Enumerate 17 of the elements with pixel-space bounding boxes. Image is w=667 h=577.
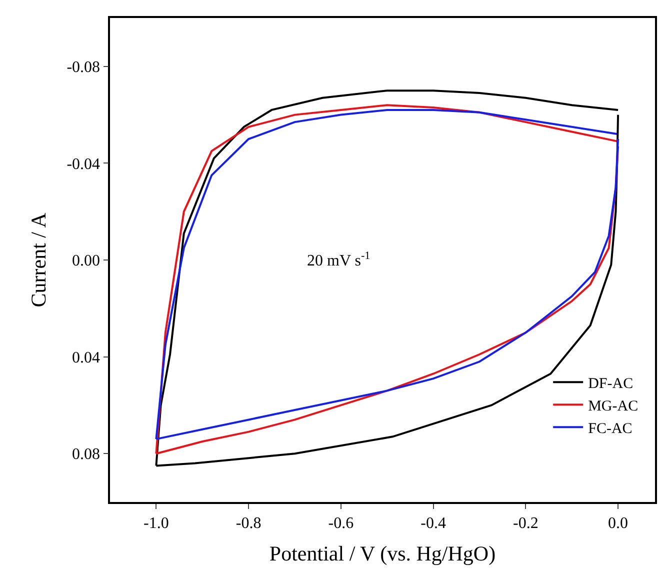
legend-label: FC-AC <box>588 421 632 438</box>
y-tick-label: -0.08 <box>66 59 100 76</box>
x-tick-label: -1.0 <box>144 514 169 532</box>
x-tick-label: 0.0 <box>608 514 628 532</box>
y-tick-label: 0.08 <box>72 446 100 464</box>
legend-label: MG-AC <box>588 398 638 415</box>
y-tick-label: 0.00 <box>72 252 100 270</box>
y-tick-label: -0.04 <box>66 156 100 173</box>
x-tick-label: -0.4 <box>420 514 446 532</box>
annotation: 20 mV s$^{-1}$ <box>307 250 370 270</box>
y-axis-title: Current / A <box>26 212 50 308</box>
legend-label: DF-AC <box>588 376 634 392</box>
x-axis-title: Potential / V (vs. Hg/HgO) <box>269 542 496 566</box>
x-tick-label: -0.6 <box>328 514 354 532</box>
y-tick-label: 0.04 <box>72 349 100 366</box>
x-tick-label: -0.2 <box>513 514 538 532</box>
x-tick-label: -0.8 <box>236 514 262 532</box>
